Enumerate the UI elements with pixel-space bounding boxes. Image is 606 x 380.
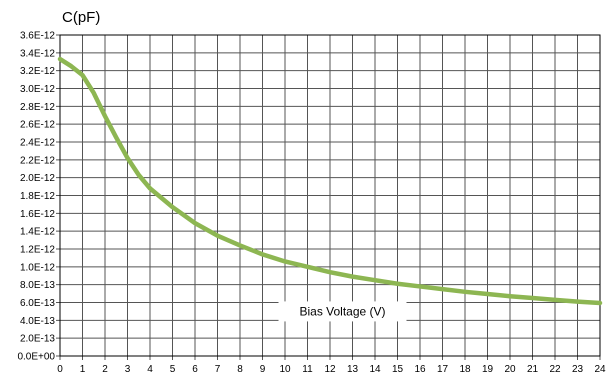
x-tick-label: 23 xyxy=(572,364,584,375)
plot-border xyxy=(59,34,601,357)
x-tick-label: 2 xyxy=(102,364,108,375)
y-tick-label: 1.4E-12 xyxy=(20,227,55,238)
y-tick-label: 1.2E-12 xyxy=(20,245,55,256)
y-tick-label: 3.0E-12 xyxy=(20,84,55,95)
y-tick-label: 2.4E-12 xyxy=(20,138,55,149)
series-line xyxy=(57,56,603,306)
y-tick-label: 2.2E-12 xyxy=(20,155,55,166)
x-tick-label: 13 xyxy=(347,364,359,375)
x-axis-label-background xyxy=(278,301,407,322)
x-tick-label: 14 xyxy=(369,364,381,375)
x-tick-label: 0 xyxy=(57,364,63,375)
x-tick-label: 10 xyxy=(279,364,291,375)
y-tick-label: 3.4E-12 xyxy=(20,48,55,59)
x-tick-label: 19 xyxy=(482,364,494,375)
y-tick-label: 0.0E+00 xyxy=(17,352,55,363)
x-tick-label: 3 xyxy=(125,364,131,375)
x-tick-label: 9 xyxy=(260,364,266,375)
x-tick-label: 5 xyxy=(170,364,176,375)
x-tick-label: 1 xyxy=(80,364,86,375)
x-tick-label: 17 xyxy=(437,364,449,375)
x-tick-label: 18 xyxy=(459,364,471,375)
y-tick-label: 6.0E-13 xyxy=(20,298,55,309)
x-tick-label: 8 xyxy=(237,364,243,375)
x-tick-label: 11 xyxy=(302,364,313,375)
y-tick-label: 1.8E-12 xyxy=(20,191,55,202)
y-tick-label: 1.6E-12 xyxy=(20,209,55,220)
x-axis-label-box: Bias Voltage (V) xyxy=(278,301,407,322)
y-tick-label: 2.0E-13 xyxy=(20,334,55,345)
x-tick-label: 6 xyxy=(192,364,198,375)
x-tick-label: 15 xyxy=(392,364,404,375)
x-tick-labels: 0 1 2 3 4 5 6 7 8 9 10 11 12 13 14 15 16 17 18 19 20 21 22 23 24 xyxy=(57,364,606,375)
x-tick-label: 7 xyxy=(215,364,221,375)
y-tick-label: 2.6E-12 xyxy=(20,120,55,131)
x-tick-label: 24 xyxy=(594,364,606,375)
x-tick-label: 12 xyxy=(324,364,336,375)
x-tick-label: 21 xyxy=(527,364,539,375)
y-axis-label: C(pF) xyxy=(62,9,100,26)
x-axis-label: Bias Voltage (V) xyxy=(299,304,385,318)
y-tick-label: 8.0E-13 xyxy=(20,280,55,291)
y-tick-label: 2.8E-12 xyxy=(20,102,55,113)
x-tick-label: 20 xyxy=(504,364,516,375)
x-tick-label: 4 xyxy=(147,364,153,375)
y-tick-label: 1.0E-12 xyxy=(20,262,55,273)
y-tick-label: 3.2E-12 xyxy=(20,66,55,77)
y-tick-labels: 0.0E+00 2.0E-13 4.0E-13 6.0E-13 8.0E-13 1.0E-… xyxy=(17,31,55,363)
y-tick-label: 2.0E-12 xyxy=(20,173,55,184)
x-tick-label: 16 xyxy=(414,364,426,375)
x-tick-label: 22 xyxy=(549,364,561,375)
y-tick-label: 4.0E-13 xyxy=(20,316,55,327)
y-tick-label: 3.6E-12 xyxy=(20,31,55,42)
